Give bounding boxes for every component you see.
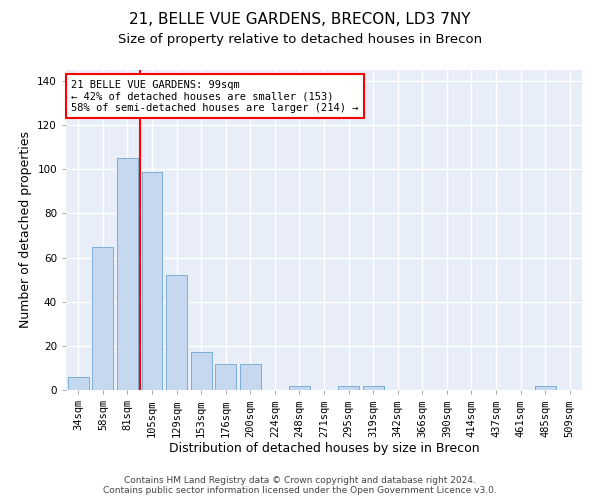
X-axis label: Distribution of detached houses by size in Brecon: Distribution of detached houses by size … — [169, 442, 479, 455]
Bar — [289, 386, 310, 390]
Bar — [191, 352, 212, 390]
Bar — [92, 246, 113, 390]
Bar — [215, 364, 236, 390]
Bar — [166, 275, 187, 390]
Bar — [240, 364, 261, 390]
Bar — [117, 158, 138, 390]
Text: 21 BELLE VUE GARDENS: 99sqm
← 42% of detached houses are smaller (153)
58% of se: 21 BELLE VUE GARDENS: 99sqm ← 42% of det… — [71, 80, 359, 113]
Text: Contains HM Land Registry data © Crown copyright and database right 2024.
Contai: Contains HM Land Registry data © Crown c… — [103, 476, 497, 495]
Bar — [142, 172, 163, 390]
Bar — [338, 386, 359, 390]
Y-axis label: Number of detached properties: Number of detached properties — [19, 132, 32, 328]
Text: 21, BELLE VUE GARDENS, BRECON, LD3 7NY: 21, BELLE VUE GARDENS, BRECON, LD3 7NY — [129, 12, 471, 28]
Bar — [68, 377, 89, 390]
Bar — [362, 386, 383, 390]
Bar — [535, 386, 556, 390]
Text: Size of property relative to detached houses in Brecon: Size of property relative to detached ho… — [118, 32, 482, 46]
